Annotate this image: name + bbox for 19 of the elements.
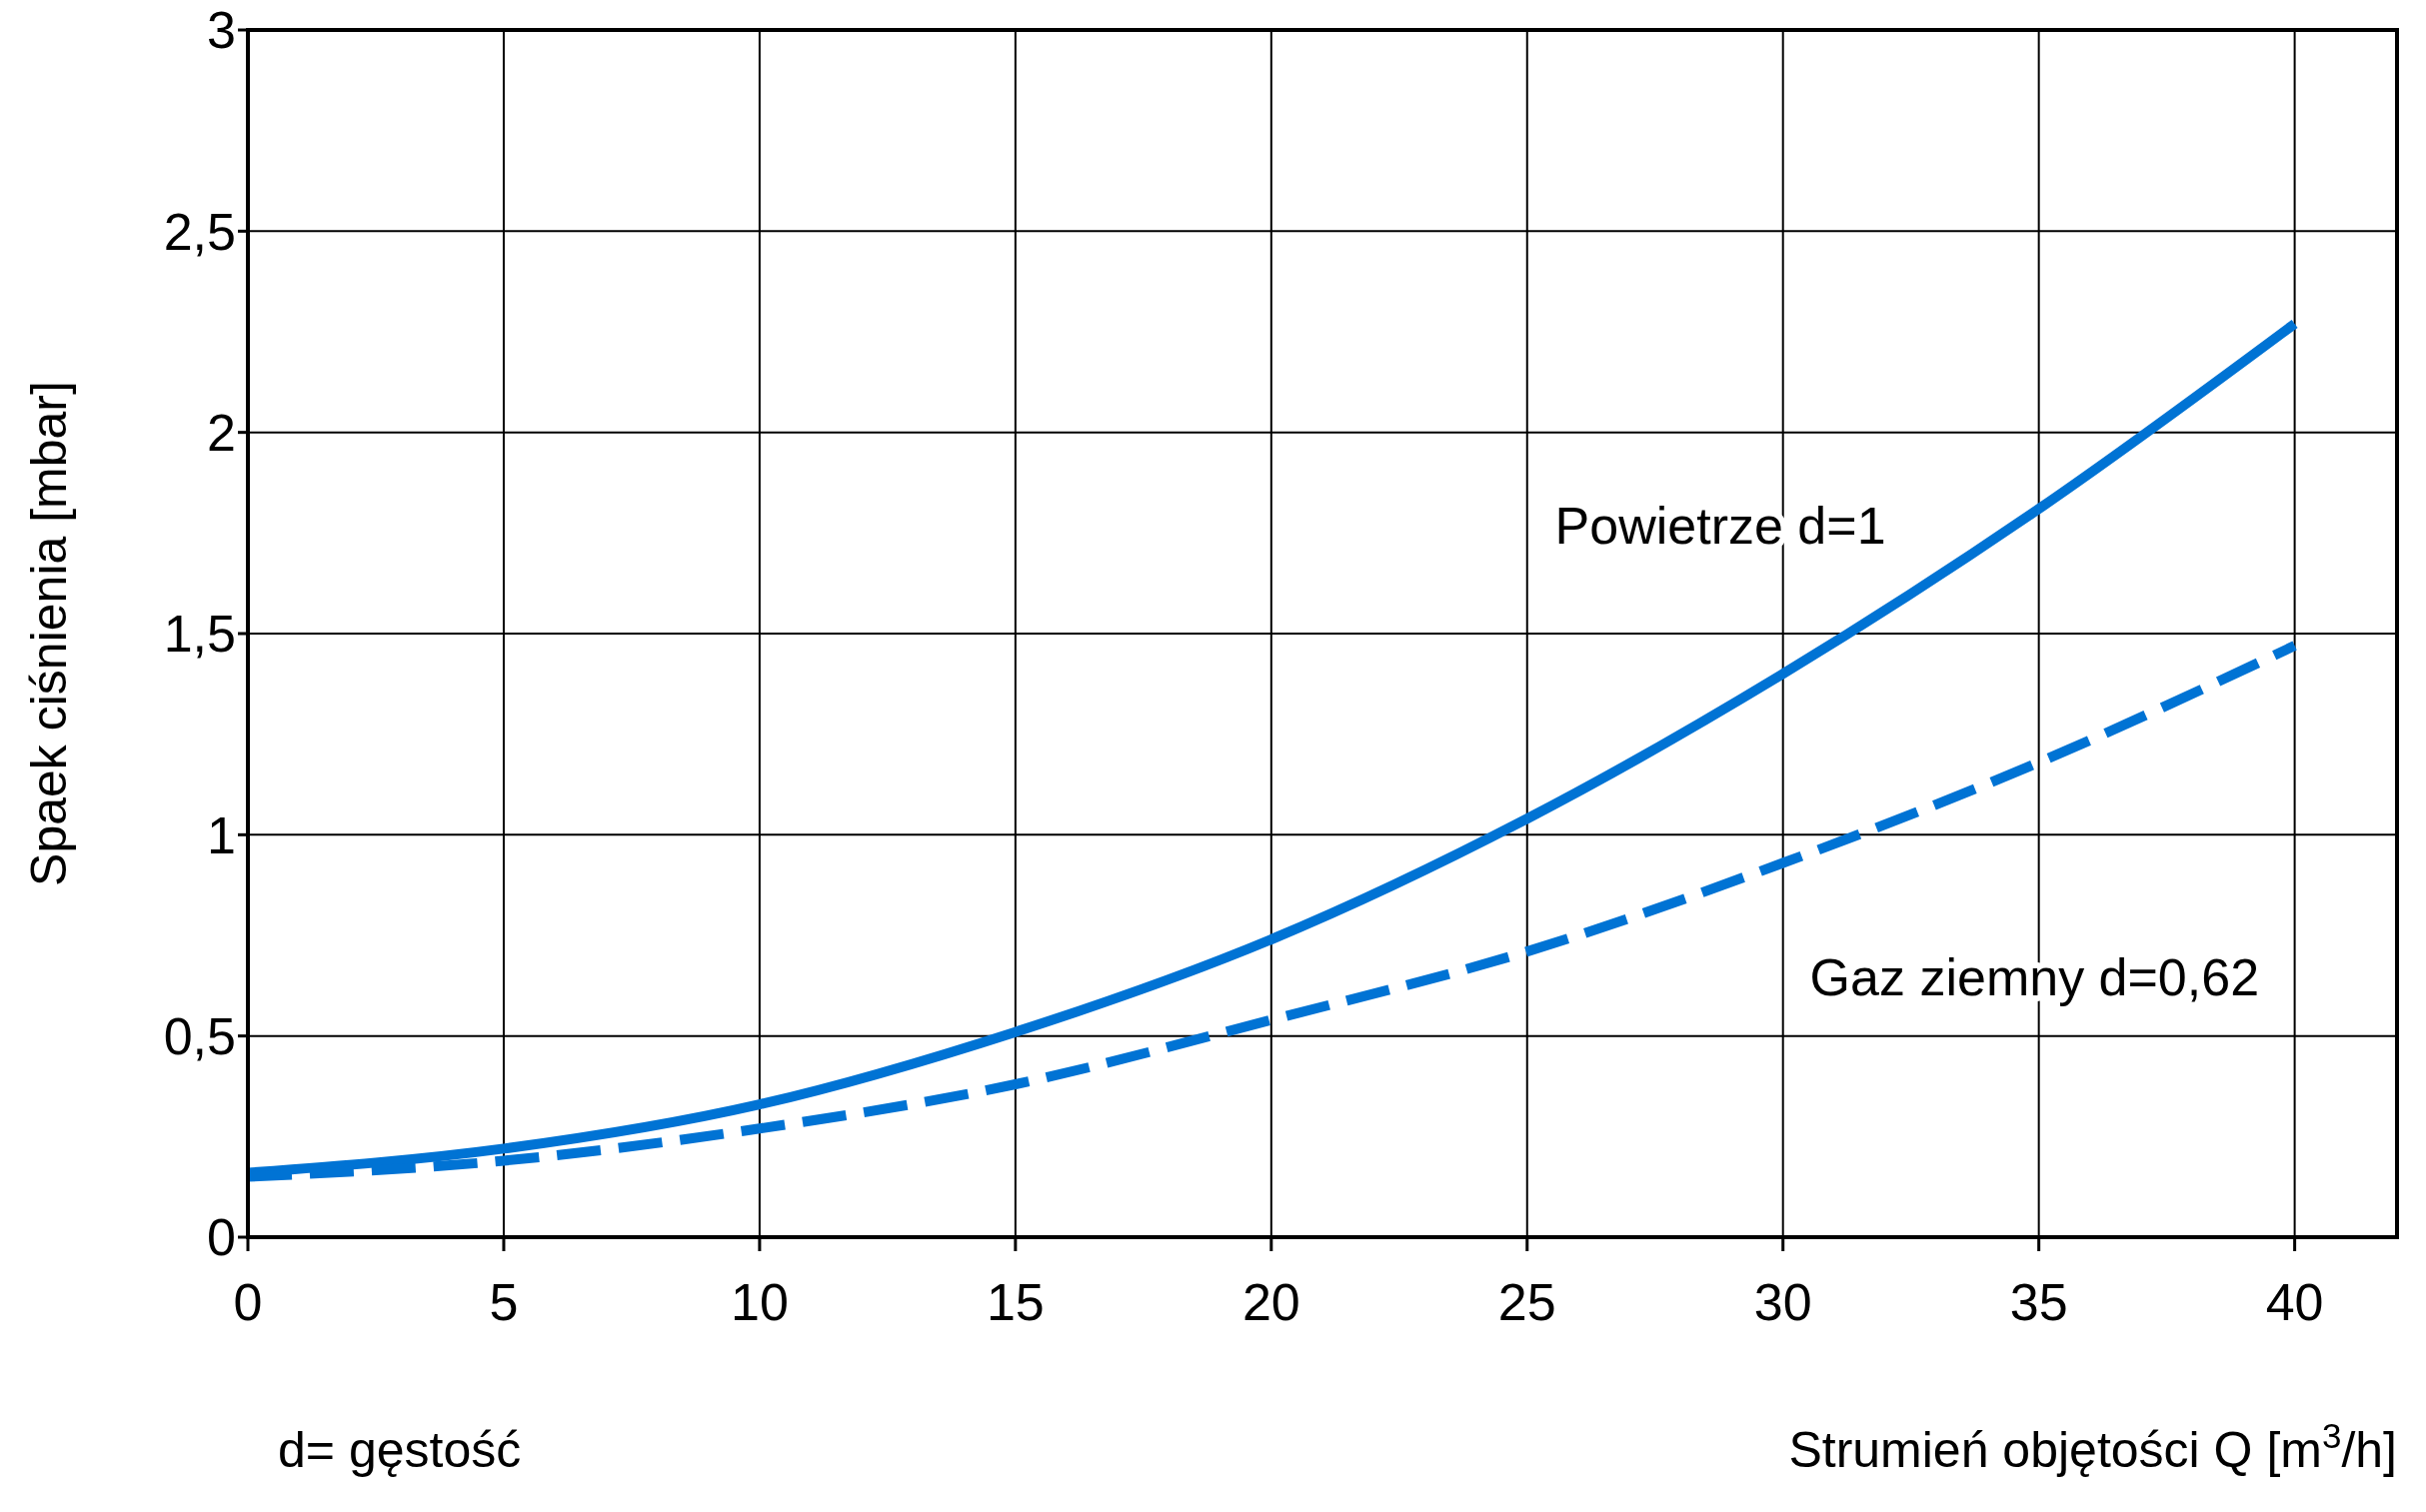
y-tick-label: 0 (207, 1208, 236, 1267)
x-tick-label: 20 (1241, 1272, 1300, 1331)
x-tick-label: 35 (2009, 1272, 2068, 1331)
y-tick-label: 2 (207, 404, 236, 463)
x-tick-label: 30 (1753, 1272, 1812, 1331)
x-tick-label: 25 (1497, 1272, 1556, 1331)
y-tick-label: 0,5 (163, 1007, 236, 1066)
x-tick-label: 15 (986, 1272, 1045, 1331)
y-tick-label: 1 (207, 805, 236, 864)
y-axis-title: Spaek ciśnienia [mbar] (20, 381, 77, 886)
x-tick-label: 5 (489, 1272, 519, 1331)
x-tick-label: 40 (2265, 1272, 2324, 1331)
x-tick-label: 10 (730, 1272, 789, 1331)
series-label: Powietrze d=1 (1554, 496, 1886, 555)
x-axis-title: Strumień objętości Q [m$^{3}$/h] (1788, 1415, 2397, 1478)
y-tick-label: 1,5 (163, 605, 236, 664)
text: d= gęstość (278, 1422, 522, 1478)
y-tick-label: 2,5 (163, 202, 236, 261)
y-tick-label: 3 (207, 1, 236, 60)
